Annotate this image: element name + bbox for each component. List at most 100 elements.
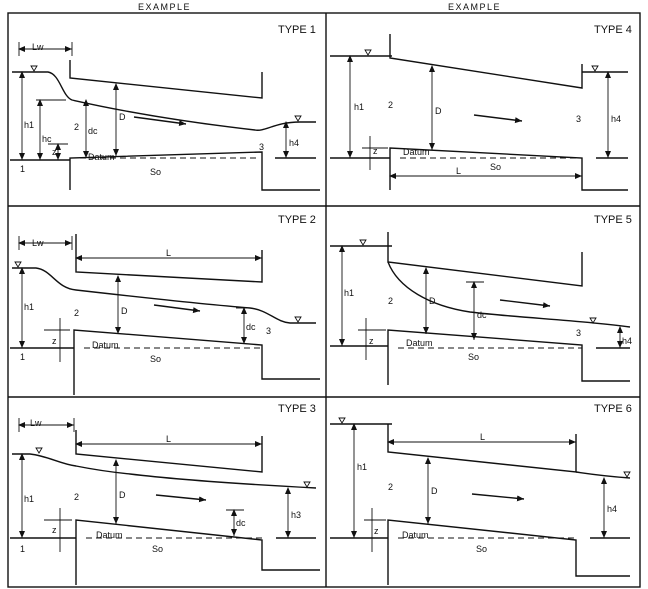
datum-label: Datum	[92, 340, 119, 350]
tailwater-marker	[294, 115, 302, 122]
d-label: D	[119, 112, 126, 122]
dc-label: dc	[246, 322, 256, 332]
flow-direction-arrow	[473, 114, 523, 124]
datum-label: Datum	[96, 530, 123, 540]
tailwater-marker	[591, 65, 599, 72]
panel-type-3: TYPE 3 Lw L h1 z D dc	[10, 403, 320, 585]
lw-label: Lw	[30, 418, 42, 428]
column-header-right: EXAMPLE	[448, 2, 502, 12]
d-label: D	[119, 490, 126, 500]
section-1-label: 1	[20, 164, 25, 174]
datum-label: Datum	[406, 338, 433, 348]
water-surface	[387, 261, 631, 328]
so-label: So	[150, 354, 161, 364]
water-surface-marker	[14, 261, 22, 268]
water-surface	[12, 71, 316, 131]
z-label: z	[52, 336, 57, 346]
section-2-label: 2	[388, 296, 393, 306]
panel-type-1: TYPE 1 Lw h1 hc z dc D	[10, 24, 320, 191]
tailwater-marker	[589, 317, 597, 324]
section-1-label: 1	[20, 352, 25, 362]
culvert-top	[69, 60, 263, 99]
d-label: D	[435, 106, 442, 116]
type-label: TYPE 3	[278, 403, 316, 415]
dc-label: dc	[477, 310, 487, 320]
datum-label: Datum	[403, 147, 430, 157]
culvert-top	[389, 34, 583, 89]
flow-direction-arrow	[471, 493, 525, 502]
section-1-label: 1	[20, 544, 25, 554]
dc-label: dc	[88, 126, 98, 136]
z-label: z	[52, 525, 57, 535]
datum-label: Datum	[88, 152, 115, 162]
l-label: L	[480, 432, 485, 442]
h1-label: h1	[344, 288, 354, 298]
water-surface-marker	[30, 65, 38, 72]
culvert-bottom	[73, 329, 320, 395]
water-surface-marker	[35, 447, 43, 454]
column-header-left: EXAMPLE	[138, 2, 192, 12]
flow-direction-arrow	[499, 299, 551, 309]
h4-label: h4	[289, 138, 299, 148]
so-label: So	[150, 167, 161, 177]
tailwater-marker	[303, 481, 311, 488]
lw-label: Lw	[32, 42, 44, 52]
flow-direction-arrow	[153, 304, 201, 314]
water-surface	[12, 267, 316, 324]
type-label: TYPE 6	[594, 403, 632, 415]
panel-type-4: TYPE 4 h1 z D h4 L Datum So	[330, 24, 632, 191]
culvert-top	[75, 430, 263, 473]
h3-label: h3	[291, 510, 301, 520]
hc-label: hc	[42, 134, 52, 144]
section-2-label: 2	[388, 100, 393, 110]
culvert-top	[75, 234, 263, 283]
z-label: z	[369, 336, 374, 346]
section-2-label: 2	[74, 122, 79, 132]
l-label: L	[166, 248, 171, 258]
h1-label: h1	[357, 462, 367, 472]
section-3-label: 3	[266, 326, 271, 336]
so-label: So	[490, 162, 501, 172]
h1-label: h1	[24, 120, 34, 130]
so-label: So	[468, 352, 479, 362]
water-surface	[12, 453, 317, 489]
section-2-label: 2	[74, 308, 79, 318]
z-label: z	[373, 146, 378, 156]
so-label: So	[152, 544, 163, 554]
panel-type-2: TYPE 2 Lw L h1 z D dc	[10, 214, 320, 395]
culvert-top	[387, 232, 583, 287]
h4-label: h4	[607, 504, 617, 514]
z-label: z	[374, 526, 379, 536]
culvert-bottom	[75, 519, 320, 585]
headwater-marker	[364, 49, 372, 56]
type-label: TYPE 1	[278, 24, 316, 36]
headwater-marker	[359, 239, 367, 246]
h1-label: h1	[24, 302, 34, 312]
section-3-label: 3	[576, 114, 581, 124]
tailwater-marker	[623, 471, 631, 478]
datum-label: Datum	[402, 530, 429, 540]
culvert-bottom	[387, 519, 630, 585]
d-label: D	[121, 306, 128, 316]
headwater-marker	[338, 417, 346, 424]
h1-label: h1	[354, 102, 364, 112]
lw-label: Lw	[32, 238, 44, 248]
l-label: L	[456, 166, 461, 176]
d-label: D	[429, 296, 436, 306]
h1-label: h1	[24, 494, 34, 504]
section-2-label: 2	[388, 482, 393, 492]
figure-frame	[7, 12, 641, 588]
h4-label: h4	[622, 336, 632, 346]
z-label: z	[52, 147, 57, 157]
section-3-label: 3	[576, 328, 581, 338]
dc-label: dc	[236, 518, 246, 528]
panel-type-5: TYPE 5 h1 z D dc h4 Datum S	[330, 214, 632, 385]
so-label: So	[476, 544, 487, 554]
culvert-bottom	[387, 329, 630, 385]
flow-direction-arrow	[155, 494, 207, 503]
type-label: TYPE 4	[594, 24, 632, 36]
type-label: TYPE 2	[278, 214, 316, 226]
d-label: D	[431, 486, 438, 496]
type-label: TYPE 5	[594, 214, 632, 226]
